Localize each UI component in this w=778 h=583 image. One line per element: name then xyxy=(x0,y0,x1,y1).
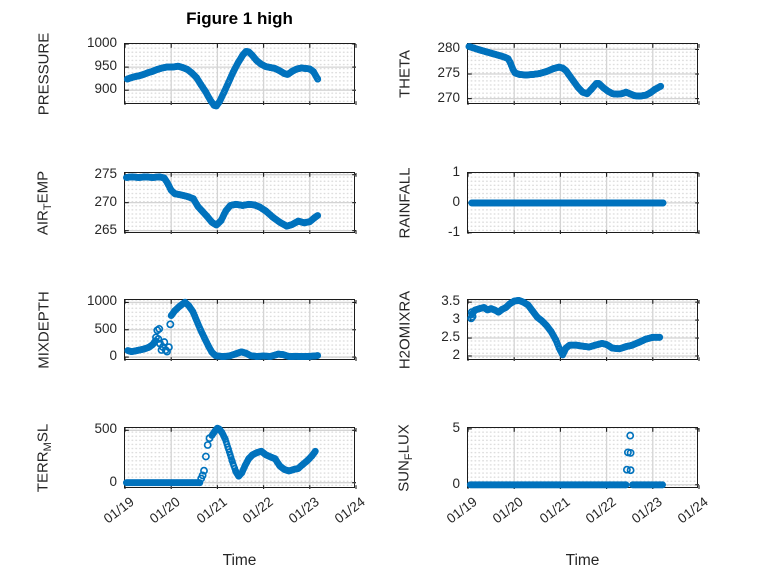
y-tick-label-pressure: 900 xyxy=(94,81,117,97)
y-axis-label-h2omixra: H2OMIXRA xyxy=(396,290,414,369)
y-tick-label-air-temp: 265 xyxy=(94,221,117,237)
y-axis-label-terr-msl: TERRMSL xyxy=(34,423,54,492)
x-tick-label: 01/20 xyxy=(490,494,527,527)
y-tick-label-rainfall: 0 xyxy=(452,193,460,209)
y-tick-label-pressure: 950 xyxy=(94,58,117,74)
x-tick-label: 01/19 xyxy=(444,494,481,527)
y-tick-label-terr-msl: 0 xyxy=(109,473,117,489)
y-axis-label-rainfall: RAINFALL xyxy=(396,167,414,238)
y-tick-label-air-temp: 270 xyxy=(94,193,117,209)
data-series-mixdepth xyxy=(124,298,322,360)
y-axis-label-air-temp: AIRTEMP xyxy=(34,170,54,235)
y-tick-label-pressure: 1000 xyxy=(86,35,117,50)
x-tick-label: 01/21 xyxy=(193,494,230,527)
x-tick-label: 01/23 xyxy=(628,494,665,527)
y-tick-label-mixdepth: 0 xyxy=(109,348,117,364)
y-axis-label-pressure: PRESSURE xyxy=(35,32,53,115)
plot-area-theta xyxy=(465,43,700,105)
y-tick-label-terr-msl: 500 xyxy=(94,421,117,437)
x-tick-label: 01/24 xyxy=(332,494,369,527)
y-tick-label-mixdepth: 1000 xyxy=(86,293,117,309)
y-tick-label-h2omixra: 3.5 xyxy=(441,293,460,309)
data-series-rainfall xyxy=(468,199,667,207)
y-tick-label-theta: 270 xyxy=(437,89,460,105)
data-series-theta xyxy=(465,43,665,100)
y-tick-label-h2omixra: 2 xyxy=(452,346,460,362)
y-tick-label-rainfall: -1 xyxy=(447,223,460,239)
plot-area-sun-flux xyxy=(466,427,700,489)
plot-area-mixdepth xyxy=(124,298,357,361)
y-tick-label-h2omixra: 2.5 xyxy=(441,329,460,345)
y-axis-label-mixdepth: MIXDEPTH xyxy=(35,290,53,369)
y-tick-label-theta: 275 xyxy=(437,65,460,80)
y-axis-label-sun-flux: SUNFLUX xyxy=(395,423,415,492)
plot-area-pressure xyxy=(123,43,357,110)
y-tick-label-mixdepth: 500 xyxy=(94,320,117,336)
x-tick-label: 01/20 xyxy=(147,494,184,527)
x-axis-label-right: Time xyxy=(565,552,600,569)
data-series-air-temp xyxy=(122,173,322,230)
y-axis-label-theta: THETA xyxy=(396,49,414,98)
figure-title: Figure 1 high xyxy=(186,9,293,28)
y-tick-label-air-temp: 275 xyxy=(94,165,117,181)
y-tick-label-rainfall: 1 xyxy=(452,164,460,179)
plot-area-air-temp xyxy=(122,172,357,234)
data-series-h2omixra xyxy=(467,296,664,359)
x-tick-label: 01/22 xyxy=(582,494,619,527)
y-tick-label-theta: 280 xyxy=(437,40,460,56)
data-series-terr-msl xyxy=(122,424,319,487)
x-tick-label: 01/22 xyxy=(239,494,276,527)
data-series-pressure xyxy=(123,47,322,110)
x-tick-label: 01/21 xyxy=(536,494,573,527)
plot-area-h2omixra xyxy=(467,296,700,361)
plot-area-terr-msl xyxy=(122,424,357,489)
x-tick-label: 01/19 xyxy=(101,494,138,527)
data-series-sun-flux xyxy=(466,431,666,489)
y-tick-label-h2omixra: 3 xyxy=(452,311,460,327)
y-tick-label-sun-flux: 0 xyxy=(452,475,460,491)
x-axis-label-left: Time xyxy=(222,552,257,569)
x-tick-label: 01/23 xyxy=(285,494,322,527)
y-tick-label-sun-flux: 5 xyxy=(452,419,460,435)
x-tick-label: 01/24 xyxy=(675,494,712,527)
plot-area-rainfall xyxy=(467,172,700,234)
